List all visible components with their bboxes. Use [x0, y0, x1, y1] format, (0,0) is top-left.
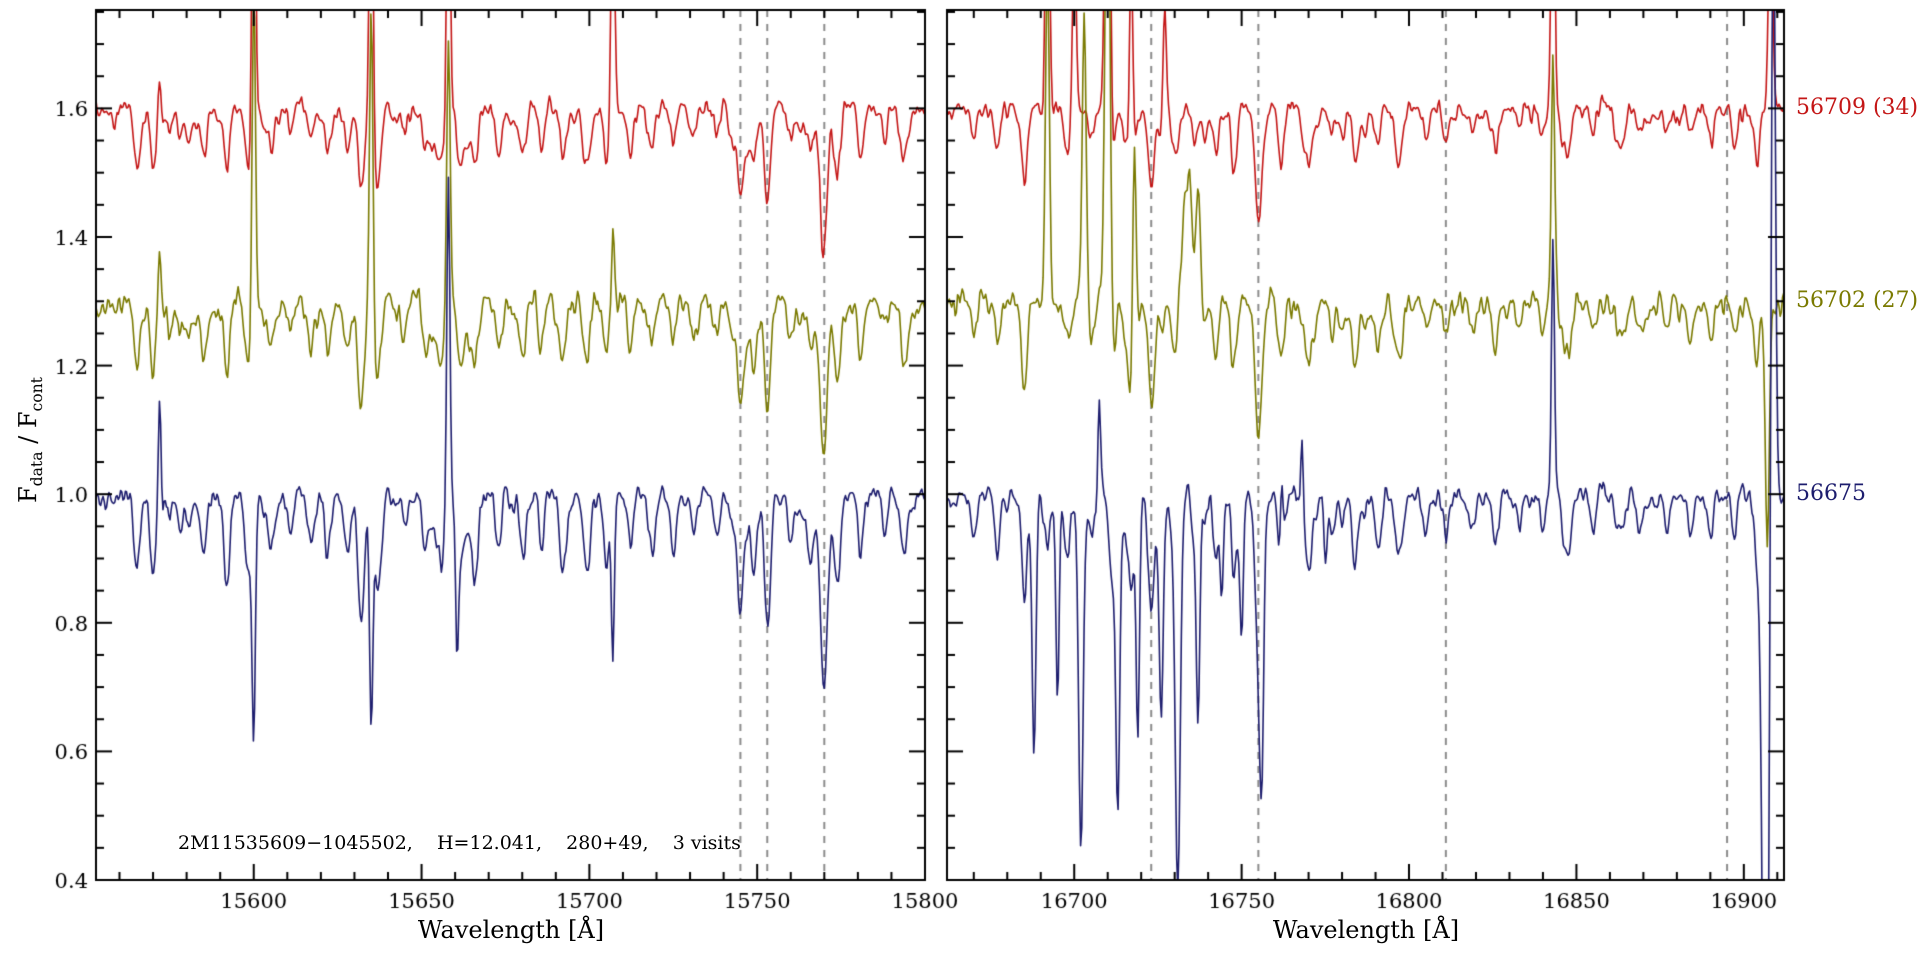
x-axis-label-right: Wavelength [Å]: [1272, 916, 1460, 944]
visit-label-56675: 56675: [1796, 481, 1866, 507]
visit-label-56702: 56702 (27): [1796, 288, 1919, 314]
target-annotation: 2M11535609−1045502, H=12.041, 280+49, 3 …: [178, 832, 741, 854]
y-axis-label: Fdata / Fcont: [14, 377, 46, 503]
x-axis-label-left: Wavelength [Å]: [417, 916, 605, 944]
visit-label-56709: 56709 (34): [1796, 95, 1919, 121]
